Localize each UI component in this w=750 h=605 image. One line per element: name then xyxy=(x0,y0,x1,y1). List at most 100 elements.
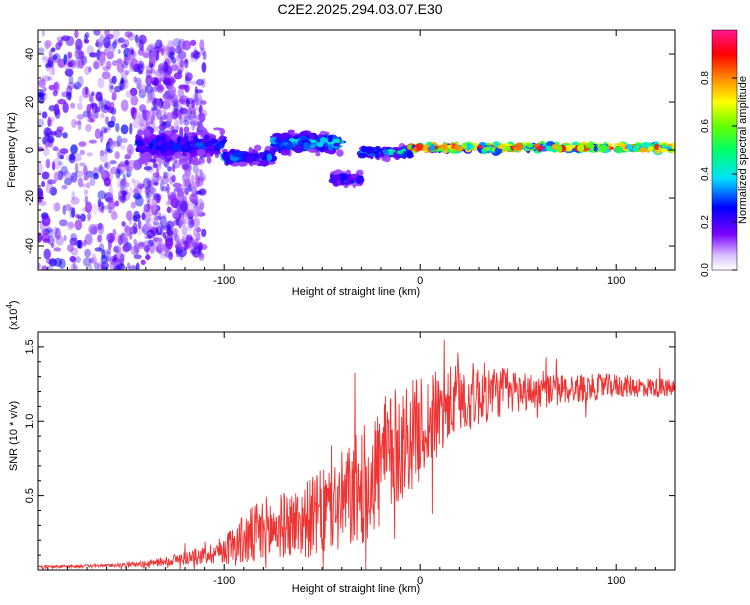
spectrogram-cell xyxy=(105,255,110,263)
spectrogram-cell xyxy=(150,121,156,127)
spectrogram-cell xyxy=(585,143,594,149)
spectrogram-cell xyxy=(97,222,105,235)
spectrogram-cell xyxy=(129,122,133,135)
spectrogram-cell xyxy=(97,190,106,200)
spectrogram-cell xyxy=(77,75,84,87)
spectrogram-cell xyxy=(152,221,160,227)
spectrogram-cell xyxy=(42,86,47,92)
spectrogram-y-ticks: -40 -20 0 20 40 xyxy=(24,29,675,271)
spectrogram-cell xyxy=(135,79,143,86)
spectrogram-cell xyxy=(50,47,56,53)
spectrogram-cell xyxy=(198,112,206,123)
spectrogram-cell xyxy=(163,48,171,55)
spectrogram-cell xyxy=(160,225,164,237)
spectrogram-cell xyxy=(113,254,118,262)
spectrogram-cell xyxy=(199,202,205,211)
spectrogram-cell xyxy=(83,39,90,44)
spectrogram-cell xyxy=(121,235,129,246)
spectrogram-cell xyxy=(93,61,100,70)
spectrogram-cell xyxy=(48,105,57,112)
spectrogram-cell xyxy=(70,247,79,256)
spectrogram-cell xyxy=(71,207,76,218)
spectrogram-cell xyxy=(145,253,150,261)
spectrogram-cell xyxy=(365,146,375,154)
spectrogram-cell xyxy=(88,264,93,270)
spectrogram-cell xyxy=(54,108,61,119)
spectrogram-cell xyxy=(145,74,153,86)
spectrogram-cell xyxy=(161,125,170,131)
spectrogram-cell xyxy=(124,159,129,166)
spectrogram-cell xyxy=(182,40,191,51)
spectrogram-cell xyxy=(205,153,211,158)
spectrogram-cell xyxy=(142,52,150,59)
spectrogram-cell xyxy=(58,161,63,166)
spectrogram-cell xyxy=(334,138,341,144)
spectrogram-cell xyxy=(167,206,171,214)
spectrogram-cell xyxy=(204,141,212,146)
spectrogram-cell xyxy=(133,243,140,254)
spectrogram-cell xyxy=(245,156,254,164)
spectrogram-cell xyxy=(103,128,108,133)
spectrogram-cell xyxy=(193,46,197,55)
spectrogram-cell xyxy=(196,148,206,156)
spectrogram-cell xyxy=(148,47,158,56)
spectrogram-cell xyxy=(213,127,222,131)
colorbar-tick-label: 0.4 xyxy=(700,167,711,181)
spectrogram-cell xyxy=(447,145,452,149)
spectrogram-cell xyxy=(367,153,376,157)
spectrogram-cell xyxy=(38,142,41,148)
spectrogram-cell xyxy=(101,205,111,210)
spectrogram-cell xyxy=(492,141,500,147)
spectrogram-cell xyxy=(248,146,253,153)
spectrogram-cell xyxy=(126,210,133,221)
spectrogram-cell xyxy=(52,161,56,171)
spectrogram-cell xyxy=(112,30,120,39)
spectrogram-cell xyxy=(88,66,92,73)
spectrogram-cell xyxy=(156,168,160,179)
spectrogram-cell xyxy=(74,153,82,162)
spectrogram-cell xyxy=(148,148,158,155)
spectrogram-cell xyxy=(147,92,153,103)
spectrogram-cell xyxy=(274,138,280,143)
spectrogram-cell xyxy=(484,146,491,151)
spectrogram-cell xyxy=(545,145,553,151)
spectrogram-cell xyxy=(161,140,169,146)
spectrogram-cell xyxy=(47,116,51,128)
spectrogram-cell xyxy=(50,242,55,248)
spectrogram-cell xyxy=(429,143,436,151)
spectrogram-cell xyxy=(38,233,42,243)
spectrogram-cell xyxy=(70,102,76,109)
spectrogram-cell xyxy=(555,144,563,153)
spectrogram-cell xyxy=(152,98,159,108)
colorbar-label: Normalized spectral amplitude xyxy=(737,76,749,224)
spectrogram-cell xyxy=(130,95,139,106)
spectrogram-cell xyxy=(48,258,58,267)
spectrogram-cell xyxy=(143,203,150,213)
spectrogram-cell xyxy=(59,219,68,227)
spectrogram-cell xyxy=(75,256,81,264)
spectrogram-cell xyxy=(72,257,76,269)
spectrogram-cell xyxy=(319,146,327,152)
spectrogram-cell xyxy=(189,39,197,47)
spectrogram-cell xyxy=(151,139,158,145)
spectrogram-cell xyxy=(648,145,654,152)
spectrogram-cell xyxy=(316,142,324,148)
spectrogram-cell xyxy=(186,202,194,212)
spectrogram-cell xyxy=(77,119,82,131)
spectrogram-cell xyxy=(179,96,187,105)
spectrogram-cell xyxy=(193,226,198,238)
spectrogram-cell xyxy=(184,58,189,69)
spectrogram-cell xyxy=(68,222,75,229)
spectrogram-cell xyxy=(184,143,192,147)
spectrogram-cell xyxy=(99,53,106,66)
spectrogram-cell xyxy=(169,176,173,185)
spectrogram-cell xyxy=(309,134,316,140)
spectrogram-cell xyxy=(127,159,137,169)
spectrogram-cell xyxy=(177,103,183,110)
spectrogram-cell xyxy=(68,154,76,164)
spectrogram-cell xyxy=(76,114,85,120)
spectrogram-cell xyxy=(53,82,59,91)
spectrogram-cell xyxy=(136,142,145,147)
spectrogram-cell xyxy=(319,136,327,144)
spectrogram-cell xyxy=(95,106,101,113)
